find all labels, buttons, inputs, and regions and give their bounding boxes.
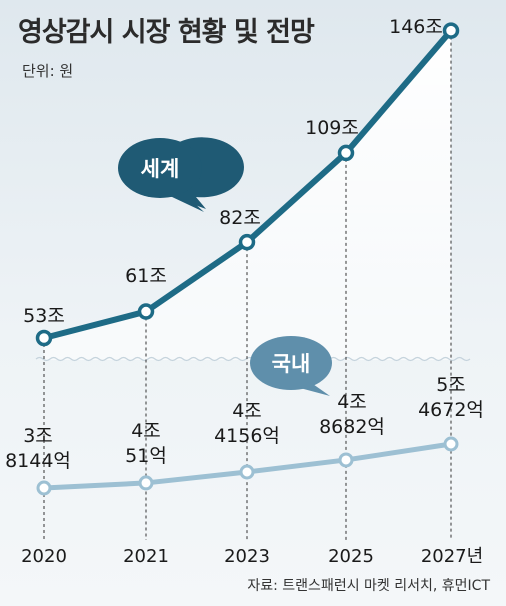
x-tick-label: 2023 [224,546,270,567]
data-label-domestic: 5조 4672억 [418,374,484,421]
data-label-global: 146조 [389,16,443,38]
source-credit: 자료: 트랜스패런시 마켓 리서치, 휴먼ICT [247,578,490,594]
data-point-global [35,329,53,347]
x-tick-label: 2020 [21,546,67,567]
data-point-global [442,22,460,39]
legend-bubble-domestic-body [250,336,332,390]
data-label-global: 61조 [125,265,167,287]
data-point-domestic [138,475,154,491]
data-label-global: 53조 [23,305,65,327]
legend-bubble-global-body [118,138,202,198]
data-point-global [337,144,355,162]
data-label-domestic: 3조 8144억 [5,425,71,472]
legend-bubble-domestic-tail [300,382,330,396]
chart-title: 영상감시 시장 현황 및 전망 [18,17,315,48]
data-point-domestic [36,480,52,496]
x-tick-label: 2025 [328,546,374,567]
global-area [44,30,451,361]
legend-label-global: 세계 [141,157,180,181]
data-point-global [238,233,256,251]
legend-label-domestic: 국내 [272,352,311,376]
unit-label: 단위: 원 [22,62,74,80]
data-label-global: 82조 [219,207,261,229]
data-label-domestic: 4조 4156억 [214,400,280,447]
data-point-domestic [239,464,255,480]
data-point-domestic [443,436,459,452]
data-label-domestic: 4조 8682억 [319,391,385,438]
data-point-domestic [338,452,354,468]
data-label-domestic: 4조 51억 [125,420,167,467]
x-tick-label: 2027년 [421,546,483,567]
data-point-global [137,303,155,320]
x-tick-label: 2021 [123,546,169,567]
data-label-global: 109조 [305,117,359,139]
legend-bubble-global-tail [170,190,204,212]
